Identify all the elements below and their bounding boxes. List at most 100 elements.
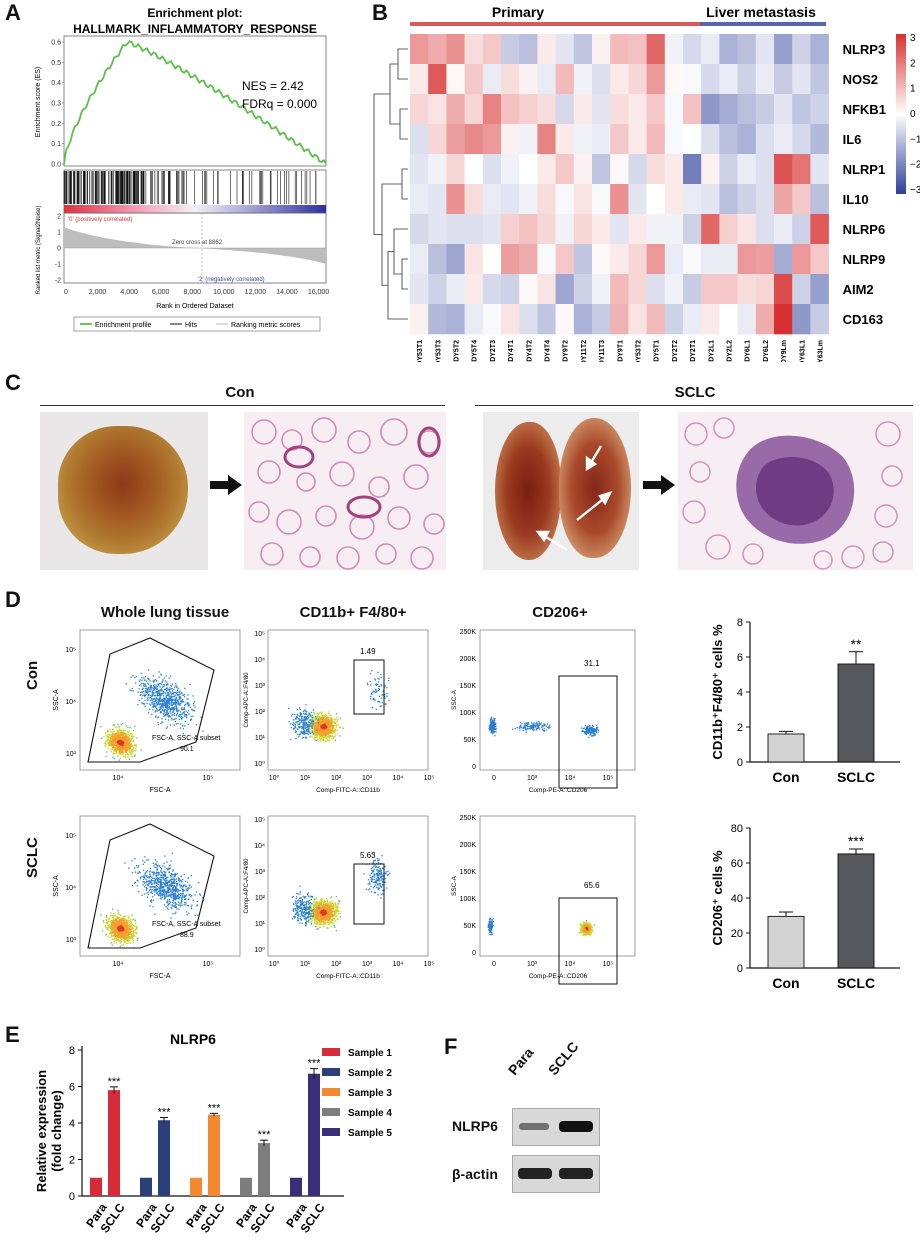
heatmap-cell (573, 274, 593, 305)
pe-tick-label: 0 (492, 775, 496, 782)
heatmap-cell (519, 124, 538, 155)
flow-plot-frame (267, 815, 429, 957)
heatmap-cell (482, 64, 502, 95)
bar-sample-4-para (240, 1177, 252, 1196)
flow-col2-title: CD11b+ F4/80+ (299, 604, 407, 621)
heatmap-cell (792, 304, 811, 335)
rank-tick-label: -1 (55, 262, 61, 269)
bar-tick-label: 60 (731, 858, 743, 870)
bar-category-label: SCLC (837, 975, 875, 991)
sclc-lung-photo (483, 412, 639, 570)
significance-marker: *** (308, 1058, 322, 1070)
blot-label-actin: β-actin (452, 1166, 498, 1182)
ssc-tick-label: 10³ (66, 751, 77, 758)
heatmap: Primary Liver metastasis NLRP3 NOS2 NFKB1 I… (373, 4, 920, 362)
heatmap-cell (792, 64, 811, 95)
heatmap-cell (664, 124, 684, 155)
heatmap-cell (501, 274, 520, 305)
sample-label: DY11T2 (581, 340, 588, 362)
f480-gate-value: 5.63 (360, 851, 376, 860)
heatmap-cell (810, 244, 829, 275)
heatmap-cell (446, 184, 465, 215)
bar-tick-label: 6 (737, 652, 743, 664)
con-lung-photo (40, 412, 208, 570)
scale-tick-label: −2 (910, 160, 920, 171)
nlrp6-expression-chart: NLRP6 0 2 4 6 8 Relative expression (fold chang… (34, 1031, 392, 1236)
heatmap-cell (737, 64, 757, 95)
heatmap-cell (701, 184, 720, 215)
f480-tick-label: 10³ (255, 869, 266, 876)
heatmap-cell (810, 274, 829, 305)
heatmap-cell (628, 154, 647, 185)
f480-tick-label: 10⁴ (254, 843, 265, 850)
heatmap-cell (519, 154, 538, 185)
heatmap-cell (792, 94, 811, 125)
heatmap-cell (774, 184, 793, 215)
heatmap-cell (501, 64, 520, 95)
heatmap-cell (573, 214, 593, 245)
heatmap-cell (537, 274, 556, 305)
heatmap-cell (628, 244, 647, 275)
heatmap-cell (592, 64, 611, 95)
heatmap-cell (628, 94, 647, 125)
con-histology-image (244, 412, 446, 570)
heatmap-cell (464, 154, 484, 185)
f480-tick-label: 10³ (255, 683, 266, 690)
heatmap-cell (537, 184, 556, 215)
gene-label: NLRP6 (843, 222, 886, 237)
fsc-tick-label: 10⁵ (203, 961, 214, 968)
blot-lane-para: Para (504, 1044, 537, 1078)
bar-sclc (837, 663, 875, 763)
heatmap-cell (792, 154, 811, 185)
legend-swatch (322, 1048, 340, 1056)
heatmap-cell (410, 124, 429, 155)
bar-con (767, 915, 805, 969)
heatmap-cell (792, 34, 811, 65)
f480-tick-label: 10⁰ (254, 946, 265, 954)
gene-label: NLRP3 (843, 42, 886, 57)
heatmap-cell (428, 244, 447, 275)
heatmap-cell (774, 154, 793, 185)
heatmap-cell (410, 64, 429, 95)
heatmap-cell (755, 154, 775, 185)
heatmap-cell (501, 94, 520, 125)
heatmap-cell (628, 184, 647, 215)
heatmap-cell (519, 214, 538, 245)
sample-label: DY53T2 (636, 340, 643, 362)
es-tick-label: 0.2 (51, 121, 61, 128)
bar-sample-4-sclc (258, 1143, 270, 1196)
heatmap-cell (537, 64, 556, 95)
sample-label: DY5T1 (654, 340, 661, 362)
f480-gate-value: 1.49 (360, 647, 376, 656)
heatmap-cell (664, 34, 684, 65)
sample-label: DY6L1 (745, 340, 752, 362)
heatmap-cell (683, 64, 702, 95)
gene-label: NLRP9 (843, 252, 886, 267)
ssc-tick-label: 10⁵ (65, 833, 76, 840)
heatmap-cell (683, 34, 702, 65)
heatmap-cell (519, 64, 538, 95)
chart-tick-label: 2 (69, 1155, 75, 1167)
group-primary-bar (410, 22, 700, 26)
heatmap-cell (428, 154, 447, 185)
heatmap-cell (555, 94, 575, 125)
blot-label-nlrp6: NLRP6 (452, 1118, 498, 1134)
sample-label: DY9Lm (781, 340, 788, 362)
heatmap-cell (519, 94, 538, 125)
panel-label-c: C (5, 370, 21, 395)
flow-plot-frame (267, 629, 429, 771)
heatmap-cell (701, 214, 720, 245)
heatmap-cell (810, 304, 829, 335)
heatmap-cell (573, 244, 593, 275)
ssc-tick-label: 10⁵ (65, 647, 76, 654)
sample-label: DY9T1 (617, 340, 624, 362)
heatmap-cell (792, 124, 811, 155)
heatmap-cell (482, 184, 502, 215)
sclc-arrow-icon (643, 475, 675, 495)
heatmap-cell (482, 154, 502, 185)
sample-label: DY53T1 (417, 340, 424, 362)
heatmap-cell (482, 304, 502, 335)
heatmap-cell (610, 304, 629, 335)
heatmap-cell (519, 34, 538, 65)
heatmap-cell (446, 244, 465, 275)
